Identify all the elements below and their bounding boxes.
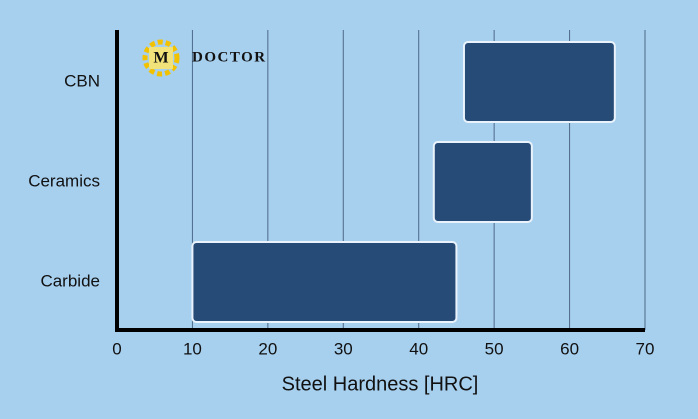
y-tick-label: CBN (64, 71, 100, 90)
x-axis-title: Steel Hardness [HRC] (282, 373, 479, 395)
x-tick-label: 20 (258, 339, 277, 358)
logo-gear (142, 39, 180, 77)
x-tick-label: 40 (409, 339, 428, 358)
x-tick-label: 50 (485, 339, 504, 358)
x-tick-label: 0 (112, 339, 121, 358)
bar (432, 141, 533, 223)
y-tick-label: Carbide (40, 271, 100, 290)
logo: M DOCTOR (142, 39, 267, 77)
x-tick-label: 10 (183, 339, 202, 358)
x-tick-label: 30 (334, 339, 353, 358)
bar (191, 241, 458, 323)
y-tick-label: Ceramics (28, 171, 100, 190)
x-tick-label: 70 (636, 339, 655, 358)
logo-badge (149, 47, 173, 69)
x-tick-label: 60 (560, 339, 579, 358)
logo-initial: M (153, 50, 168, 67)
logo-text: DOCTOR (192, 49, 267, 65)
bar (462, 41, 616, 123)
